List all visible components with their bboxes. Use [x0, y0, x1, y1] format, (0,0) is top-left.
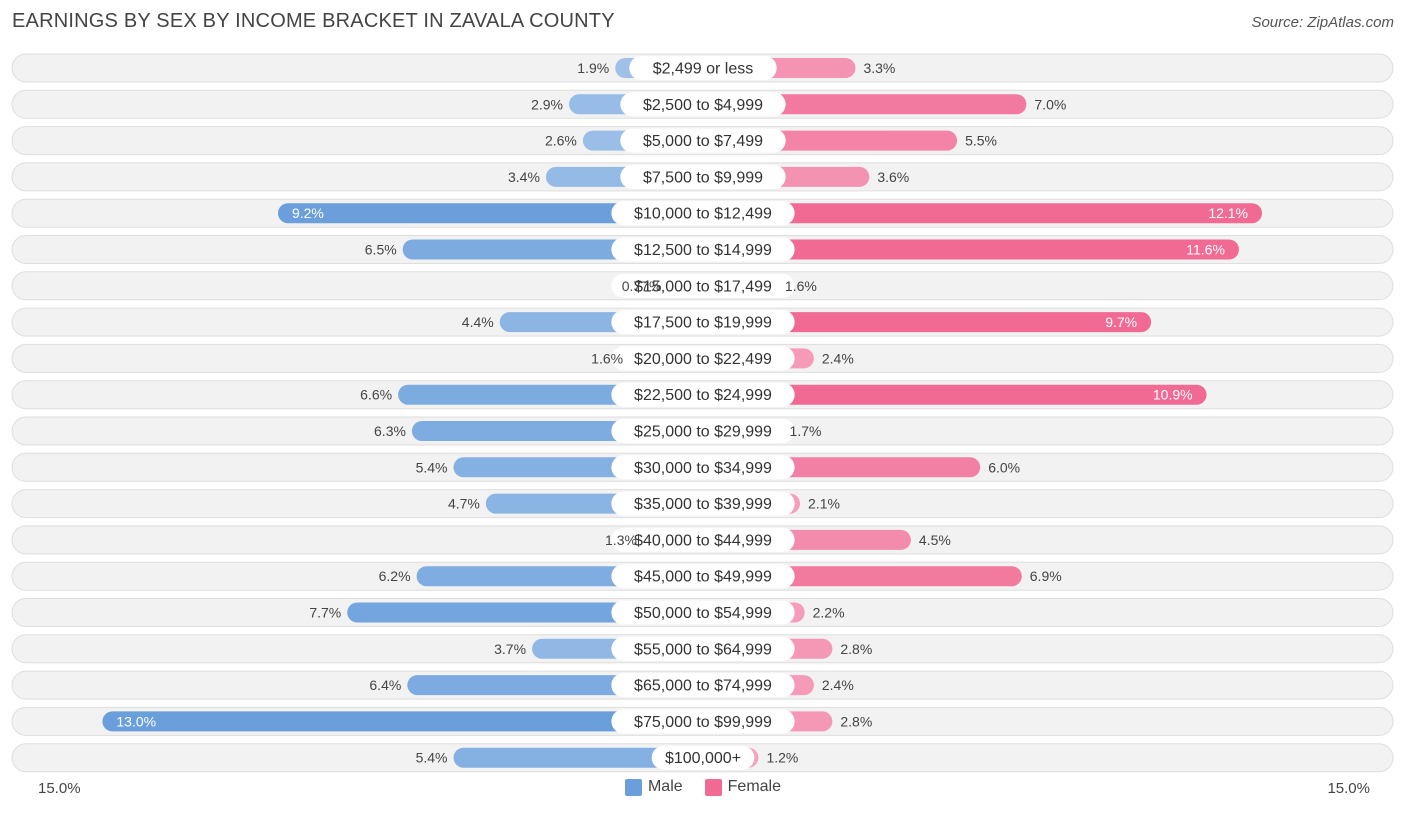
male-value-label-13: 1.3% [605, 532, 637, 548]
female-value-label-16: 2.8% [840, 641, 872, 657]
category-label-5: $12,500 to $14,999 [634, 242, 772, 259]
category-pill-9 [611, 382, 795, 407]
female-bar-9 [703, 384, 1207, 405]
category-pill-16 [611, 636, 795, 661]
female-bar-7 [703, 312, 1152, 333]
legend-item-female[interactable]: Female [704, 778, 782, 796]
category-label-12: $35,000 to $39,999 [634, 496, 772, 513]
male-value-label-3: 3.4% [508, 169, 540, 185]
category-pill-3 [620, 164, 786, 189]
male-value-label-8: 1.6% [591, 350, 623, 366]
category-label-7: $17,500 to $19,999 [634, 315, 772, 332]
category-label-17: $65,000 to $74,999 [634, 678, 772, 695]
female-value-label-12: 2.1% [808, 496, 840, 512]
axis-right-label: 15.0% [1327, 780, 1370, 797]
legend-swatch-male [624, 778, 642, 796]
male-value-label-0: 1.9% [577, 60, 609, 76]
female-value-label-1: 7.0% [1034, 96, 1066, 112]
category-label-19: $100,000+ [665, 750, 741, 767]
legend-swatch-female [704, 778, 722, 796]
category-pill-8 [611, 346, 795, 371]
category-label-13: $40,000 to $44,999 [634, 532, 772, 549]
female-value-label-18: 2.8% [840, 713, 872, 729]
female-value-label-8: 2.4% [822, 350, 854, 366]
female-bar-5 [703, 239, 1239, 260]
category-label-11: $30,000 to $34,999 [634, 460, 772, 477]
male-bar-18 [102, 711, 703, 732]
category-label-18: $75,000 to $99,999 [634, 714, 772, 731]
male-value-label-4: 9.2% [292, 205, 324, 221]
category-pill-15 [611, 600, 795, 625]
male-value-label-12: 4.7% [448, 496, 480, 512]
male-value-label-14: 6.2% [379, 568, 411, 584]
female-value-label-15: 2.2% [813, 605, 845, 621]
category-pill-0 [629, 56, 777, 80]
male-value-label-2: 2.6% [545, 133, 577, 149]
category-pill-4 [611, 201, 795, 226]
category-pill-10 [611, 419, 795, 443]
female-value-label-19: 1.2% [766, 750, 798, 766]
male-value-label-19: 5.4% [416, 750, 448, 766]
category-label-16: $55,000 to $64,999 [634, 641, 772, 658]
category-pill-7 [611, 310, 795, 335]
category-pill-13 [611, 527, 795, 552]
male-value-label-7: 4.4% [462, 314, 494, 330]
category-pill-17 [611, 673, 795, 698]
category-label-15: $50,000 to $54,999 [634, 605, 772, 622]
category-pill-14 [611, 564, 795, 589]
legend-label-female: Female [727, 778, 782, 795]
female-value-label-5: 11.6% [1186, 242, 1225, 258]
category-pill-12 [611, 491, 795, 516]
category-label-6: $15,000 to $17,499 [634, 278, 772, 295]
male-bar-4 [277, 203, 703, 224]
male-value-label-5: 6.5% [365, 242, 397, 258]
female-value-label-6: 1.6% [785, 278, 817, 294]
category-label-3: $7,500 to $9,999 [643, 169, 763, 186]
male-bar-19 [453, 747, 703, 768]
female-value-label-11: 6.0% [988, 459, 1020, 475]
category-pill-6 [611, 273, 795, 298]
female-value-label-9: 10.9% [1153, 387, 1193, 403]
category-pill-11 [611, 455, 795, 480]
category-label-10: $25,000 to $29,999 [634, 424, 772, 441]
male-value-label-18: 13.0% [116, 713, 156, 729]
male-value-label-1: 2.9% [531, 96, 563, 112]
male-value-label-10: 6.3% [374, 423, 406, 439]
female-value-label-0: 3.3% [863, 60, 895, 76]
female-value-label-14: 6.9% [1030, 568, 1062, 584]
category-label-1: $2,500 to $4,999 [643, 97, 763, 114]
male-value-label-15: 7.7% [309, 605, 341, 621]
legend-label-male: Male [647, 778, 683, 795]
female-bar-4 [703, 203, 1263, 224]
category-pill-2 [620, 128, 786, 153]
chart-title: EARNINGS BY SEX BY INCOME BRACKET IN ZAV… [12, 10, 615, 32]
male-value-label-9: 6.6% [360, 387, 392, 403]
female-value-label-4: 12.1% [1208, 205, 1248, 221]
chart-source: Source: ZipAtlas.com [1251, 14, 1394, 31]
category-label-9: $22,500 to $24,999 [634, 387, 772, 404]
category-pill-1 [620, 92, 786, 117]
category-label-14: $45,000 to $49,999 [634, 569, 772, 586]
category-pill-19 [651, 745, 755, 770]
female-value-label-17: 2.4% [822, 677, 854, 693]
male-value-label-11: 5.4% [416, 459, 448, 475]
category-label-2: $5,000 to $7,499 [643, 133, 763, 150]
male-value-label-6: 0.77% [622, 278, 662, 294]
category-label-8: $20,000 to $22,499 [634, 351, 772, 368]
legend-item-male[interactable]: Male [624, 778, 683, 796]
category-pill-5 [611, 237, 795, 262]
female-value-label-2: 5.5% [965, 133, 997, 149]
legend: Male Female [0, 778, 1406, 796]
female-value-label-3: 3.6% [877, 169, 909, 185]
female-value-label-10: 1.7% [790, 423, 822, 439]
female-value-label-13: 4.5% [919, 532, 951, 548]
category-label-0: $2,499 or less [653, 61, 754, 78]
axis-left-label: 15.0% [38, 780, 81, 797]
male-value-label-16: 3.7% [494, 641, 526, 657]
category-pill-18 [611, 709, 795, 734]
female-value-label-7: 9.7% [1105, 314, 1137, 330]
category-label-4: $10,000 to $12,499 [634, 206, 772, 223]
male-value-label-17: 6.4% [369, 677, 401, 693]
